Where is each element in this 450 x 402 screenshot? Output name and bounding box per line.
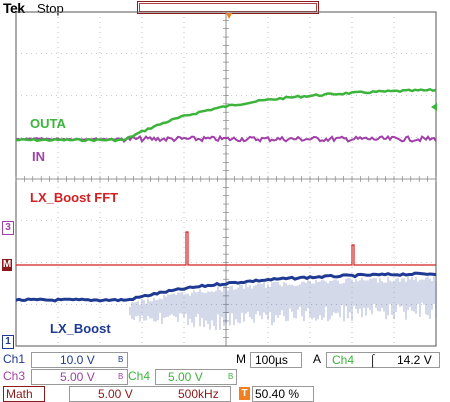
outa-trace [15,87,437,143]
horizontal-position: 50.40 % [255,387,300,401]
ch3-ground-marker[interactable]: 3 [2,221,14,235]
trigger-position-icon [226,13,232,19]
outa-label: OUTA [30,116,66,131]
top-bar: Tek Stop [0,0,450,17]
ch1-scale: 10.0 V [60,353,95,367]
position-box[interactable]: 50.40 % [252,386,314,402]
trigger-box[interactable]: Ch4 ⌠ 14.2 V [326,352,440,368]
ch4-bw-icon: B [228,372,234,381]
ch3-scale: 5.00 V [60,370,95,384]
ch1-label: Ch1 [3,352,26,366]
ch3-label: Ch3 [3,369,26,383]
math-scale: 5.00 V [98,387,133,401]
in-label: IN [32,149,45,164]
math-label-box[interactable]: Math [3,386,45,402]
ch1-bw-icon: B [118,355,124,364]
ch4-scale-box[interactable]: 5.00 V B [155,369,237,385]
trigger-prefix: A [313,352,322,366]
ch1-scale-box[interactable]: 10.0 V B [31,352,128,368]
ch4-level-arrow-icon [431,103,437,111]
math-span: 500kHz [178,387,219,401]
ch3-bw-icon: B [118,372,124,381]
lx-boost-trace [15,271,437,303]
math-ground-marker[interactable]: M [2,259,12,271]
trigger-source: Ch4 [332,353,355,367]
fft-label: LX_Boost FFT [30,190,119,205]
timebase-prefix: M [236,352,246,366]
trigger-position-marker-icon: T [239,387,250,400]
ch3-scale-box[interactable]: 5.00 V B [31,369,128,385]
timebase-box[interactable]: 100µs [250,352,302,368]
ch4-label: Ch4 [128,369,151,383]
trigger-slope-icon: ⌠ [369,353,377,367]
trigger-level: 14.2 V [397,353,432,367]
waveform-display [15,11,437,347]
status-bar: Ch1 10.0 V B M 100µs A Ch4 ⌠ 14.2 V Ch3 … [0,350,450,402]
lx-boost-switching-noise [129,276,437,331]
graticule [15,11,437,347]
ch4-scale: 5.00 V [168,370,203,384]
ch1-ground-marker[interactable]: 1 [2,335,14,349]
lx-boost-fft-trace [16,231,436,266]
lx-boost-label: LX_Boost [50,321,111,336]
math-settings-box[interactable]: 5.00 V 500kHz [69,386,231,402]
math-label: Math [6,387,33,401]
timebase-value: 100µs [255,353,288,367]
